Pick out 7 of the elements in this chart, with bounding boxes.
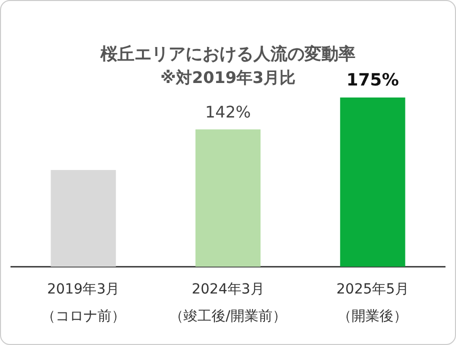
data-label: 142% bbox=[205, 102, 251, 122]
chart-title: 桜丘エリアにおける人流の変動率 bbox=[100, 44, 356, 65]
data-label: 175% bbox=[346, 70, 399, 90]
x-tick-label: 2024年3月（竣工後/開業前） bbox=[170, 282, 286, 324]
x-tick-label: 2025年5月（開業後） bbox=[336, 282, 409, 324]
chart-subtitle: ※対2019年3月比 bbox=[160, 68, 296, 88]
x-tick-label: 2019年3月（コロナ前） bbox=[41, 282, 126, 324]
